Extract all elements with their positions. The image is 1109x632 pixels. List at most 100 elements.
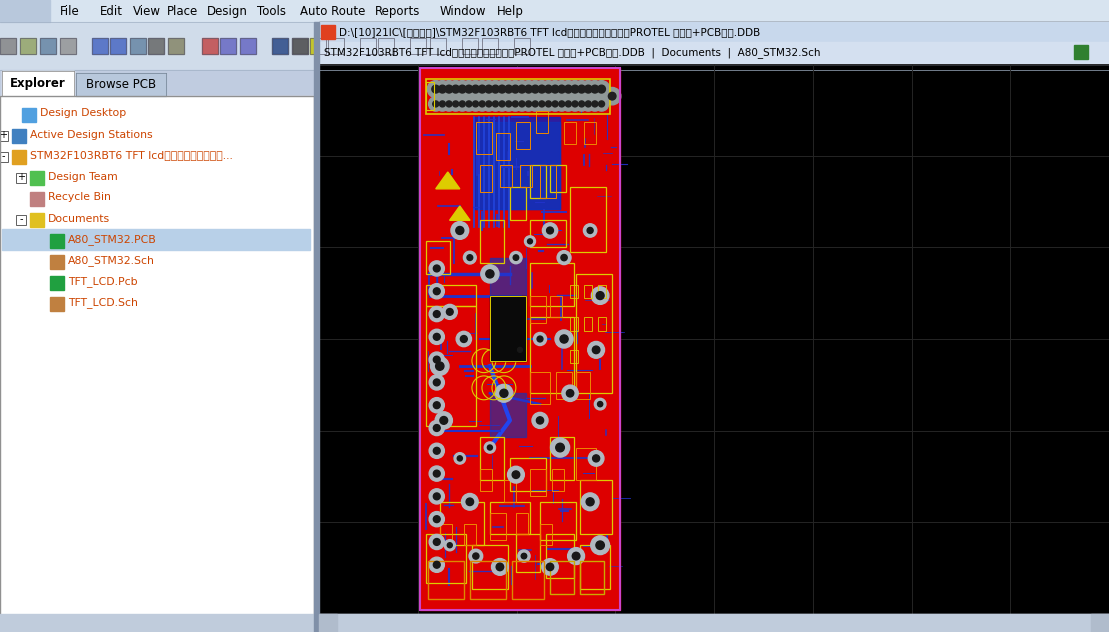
- Text: Design Team: Design Team: [48, 171, 118, 181]
- Circle shape: [513, 81, 530, 97]
- Circle shape: [587, 228, 593, 233]
- Circle shape: [481, 265, 499, 283]
- Circle shape: [448, 97, 462, 111]
- Text: A80_STM32.PCB: A80_STM32.PCB: [68, 234, 156, 245]
- Circle shape: [434, 516, 440, 523]
- Circle shape: [505, 85, 512, 93]
- Circle shape: [553, 81, 570, 97]
- Bar: [240, 38, 256, 54]
- Bar: [550, 561, 574, 594]
- Circle shape: [560, 335, 568, 343]
- Bar: [540, 502, 576, 540]
- Bar: [598, 285, 607, 298]
- Circle shape: [433, 101, 439, 107]
- Bar: [147, 38, 164, 54]
- Circle shape: [521, 554, 527, 559]
- Bar: [167, 38, 184, 54]
- Bar: [530, 166, 546, 198]
- Circle shape: [581, 493, 599, 511]
- Circle shape: [429, 511, 445, 526]
- Circle shape: [550, 438, 570, 457]
- Circle shape: [429, 557, 445, 573]
- Circle shape: [434, 265, 440, 272]
- Bar: [292, 38, 308, 54]
- Circle shape: [520, 81, 537, 97]
- Text: Help: Help: [497, 5, 523, 18]
- Bar: [77, 73, 166, 96]
- Bar: [220, 38, 236, 54]
- Bar: [500, 166, 512, 187]
- Circle shape: [481, 97, 496, 111]
- Circle shape: [592, 346, 600, 354]
- Polygon shape: [436, 172, 460, 189]
- Text: View: View: [133, 5, 161, 18]
- Bar: [60, 38, 77, 54]
- Circle shape: [435, 412, 452, 429]
- Circle shape: [518, 348, 522, 352]
- Circle shape: [551, 85, 559, 93]
- Circle shape: [554, 97, 569, 111]
- Text: Reports: Reports: [375, 5, 420, 18]
- Circle shape: [568, 547, 584, 564]
- Circle shape: [434, 379, 440, 386]
- Circle shape: [558, 85, 566, 93]
- Bar: [16, 173, 26, 183]
- Bar: [536, 111, 548, 133]
- Bar: [482, 38, 498, 54]
- Circle shape: [591, 536, 610, 555]
- Circle shape: [441, 97, 456, 111]
- Circle shape: [494, 81, 510, 97]
- Bar: [476, 122, 492, 154]
- Bar: [584, 317, 592, 331]
- Bar: [552, 469, 564, 491]
- Bar: [50, 276, 64, 289]
- Circle shape: [491, 85, 499, 93]
- Circle shape: [554, 330, 573, 348]
- Bar: [576, 447, 597, 480]
- Bar: [462, 38, 478, 54]
- Circle shape: [578, 85, 586, 93]
- Bar: [513, 38, 530, 54]
- Bar: [130, 38, 146, 54]
- Circle shape: [434, 334, 440, 340]
- Bar: [576, 372, 590, 399]
- Circle shape: [451, 222, 469, 240]
- Text: Recycle Bin: Recycle Bin: [48, 193, 111, 202]
- Circle shape: [431, 85, 439, 93]
- Bar: [419, 68, 620, 611]
- Text: Design: Design: [207, 5, 248, 18]
- Text: -: -: [1, 152, 4, 162]
- Text: Active Design Stations: Active Design Stations: [30, 130, 153, 140]
- Bar: [550, 166, 566, 193]
- Bar: [22, 107, 35, 121]
- Circle shape: [532, 101, 538, 107]
- Bar: [12, 128, 26, 142]
- Circle shape: [434, 493, 440, 500]
- Circle shape: [513, 255, 519, 260]
- Circle shape: [455, 97, 469, 111]
- Bar: [540, 166, 556, 198]
- Circle shape: [548, 97, 562, 111]
- Circle shape: [547, 563, 553, 571]
- Text: D:\[10]21IC\[资料储备]\STM32F103RBT6 TFT lcd显示屏最小系统开发板PROTEL 原理图+PCB文件.DDB: D:\[10]21IC\[资料储备]\STM32F103RBT6 TFT lcd…: [339, 27, 761, 37]
- Circle shape: [538, 85, 546, 93]
- Bar: [202, 38, 218, 54]
- Circle shape: [434, 561, 440, 568]
- Bar: [2, 229, 311, 250]
- Circle shape: [586, 101, 591, 107]
- Bar: [272, 38, 288, 54]
- Bar: [482, 38, 498, 54]
- Bar: [512, 561, 545, 600]
- Circle shape: [486, 101, 491, 107]
- Bar: [470, 561, 506, 600]
- Circle shape: [526, 101, 531, 107]
- Circle shape: [434, 81, 451, 97]
- Circle shape: [445, 540, 456, 550]
- Circle shape: [535, 97, 549, 111]
- Bar: [40, 38, 55, 54]
- Bar: [50, 233, 64, 248]
- Circle shape: [564, 85, 572, 93]
- Circle shape: [438, 85, 446, 93]
- Circle shape: [557, 251, 571, 265]
- Circle shape: [587, 81, 603, 97]
